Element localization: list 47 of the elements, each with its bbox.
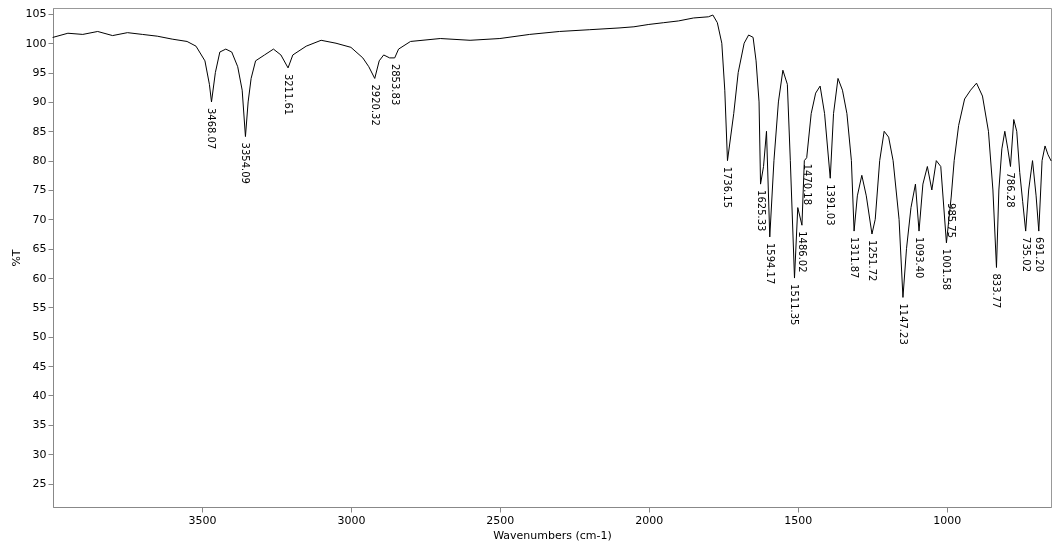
annotation: 1470.18 — [801, 163, 813, 206]
annotation: 1391.03 — [825, 184, 837, 226]
annotation: 1093.40 — [914, 237, 926, 279]
y-tick-label: 75 — [32, 183, 47, 197]
x-axis-title: Wavenumbers (cm-1) — [493, 528, 612, 542]
x-tick-label: 3000 — [337, 513, 366, 527]
y-tick-label: 85 — [32, 124, 47, 138]
y-tick-label: 40 — [32, 388, 47, 402]
annotation: 786.28 — [1005, 172, 1017, 208]
y-tick-label: 95 — [32, 66, 47, 80]
annotation: 3354.09 — [240, 142, 252, 184]
annotation: 3468.07 — [206, 107, 218, 150]
annotation: 1147.23 — [897, 303, 909, 345]
y-tick-label: 70 — [32, 212, 47, 226]
x-tick-label: 2000 — [635, 513, 664, 527]
y-tick-label: 35 — [32, 418, 47, 432]
annotation: 1511.35 — [789, 284, 801, 326]
x-tick-label: 2500 — [486, 513, 515, 527]
y-tick-label: 50 — [32, 330, 47, 344]
y-tick-label: 55 — [32, 300, 47, 314]
y-tick-label: 25 — [32, 477, 47, 491]
annotation: 2920.32 — [369, 84, 381, 126]
x-tick-label: 1500 — [784, 513, 813, 527]
annotation: 833.77 — [991, 273, 1003, 309]
annotation: 3211.61 — [283, 73, 295, 116]
y-tick-label: 30 — [32, 447, 47, 461]
annotation: 2853.83 — [389, 63, 401, 106]
annotation: 1311.87 — [849, 237, 861, 279]
annotation: 1625.33 — [755, 190, 767, 232]
y-tick-label: 80 — [32, 154, 47, 168]
y-tick-label: 90 — [32, 95, 47, 109]
annotation: 985.75 — [946, 203, 958, 239]
x-tick-label: 3500 — [188, 513, 217, 527]
annotation: 735.02 — [1020, 237, 1032, 273]
y-axis-title: %T — [9, 249, 23, 267]
annotation: 691.20 — [1033, 237, 1045, 273]
annotation: 1001.58 — [941, 248, 953, 291]
annotation: 1486.02 — [796, 231, 808, 273]
annotation: 1736.15 — [722, 166, 734, 208]
y-tick-label: 100 — [25, 36, 47, 50]
annotation: 1594.17 — [764, 242, 776, 285]
y-tick-label: 45 — [32, 359, 47, 373]
y-tick-label: 60 — [32, 271, 47, 285]
y-tick-label: 105 — [25, 7, 47, 21]
annotation: 1251.72 — [866, 240, 878, 282]
y-tick-label: 65 — [32, 242, 47, 256]
x-tick-label: 1000 — [933, 513, 962, 527]
